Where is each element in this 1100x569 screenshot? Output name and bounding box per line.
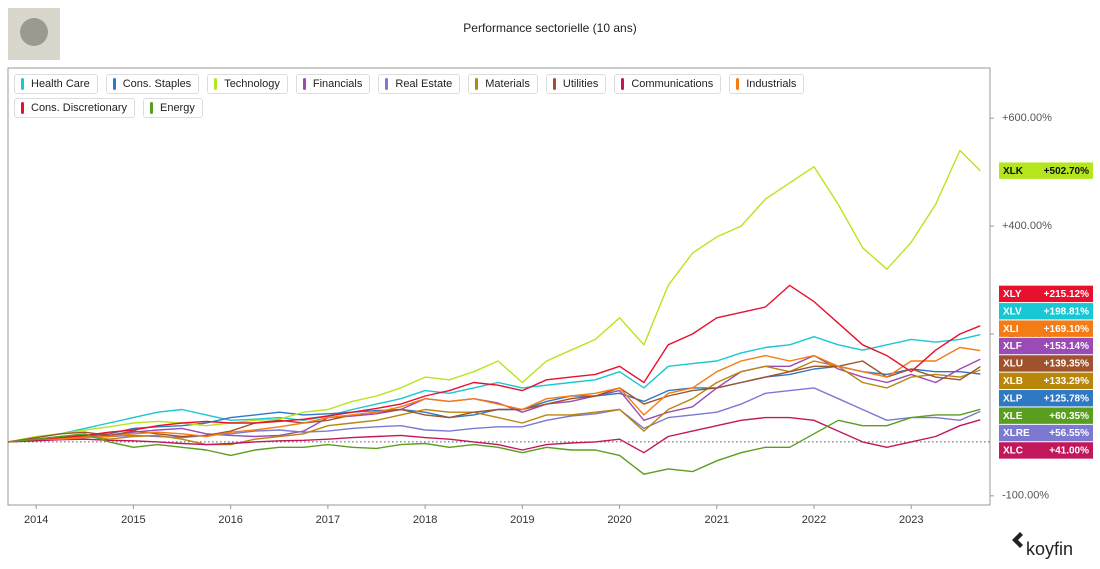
end-label [999,337,1093,355]
legend-swatch [21,102,24,114]
end-label [999,442,1093,459]
legend-label: Utilities [562,78,599,90]
x-tick-label: 2018 [413,514,437,526]
x-tick-label: 2019 [510,514,534,526]
series-line [7,416,981,454]
avatar-face [20,18,48,46]
end-label-value: +153.14% [1044,341,1089,352]
series-line [7,360,981,443]
end-label-ticker: XLV [1003,306,1022,317]
legend-label: Technology [224,78,280,90]
end-label-ticker: XLP [1003,393,1023,404]
legend-label: Industrials [746,78,797,90]
end-label-value: +169.10% [1044,324,1089,335]
end-label-value: +60.35% [1049,411,1089,422]
x-tick-label: 2021 [705,514,729,526]
end-label-ticker: XLU [1003,359,1023,370]
legend-swatch [112,78,116,90]
end-label-value: +125.78% [1044,393,1089,404]
legend-item[interactable]: Industrials [729,74,805,94]
legend-label: Materials [485,78,530,90]
x-tick-label: 2023 [899,514,923,526]
legend-item[interactable]: Cons. Staples [105,74,200,94]
brand: koyfin [1026,539,1073,559]
end-label-value: +215.12% [1044,289,1089,300]
legend-swatch [385,78,389,90]
legend-item[interactable]: Real Estate [378,74,461,94]
legend-swatch [621,78,625,90]
end-label-ticker: XLI [1003,324,1019,335]
legend-swatch [736,78,740,90]
legend-item[interactable]: Materials [468,74,538,94]
y-tick-label: +400.00% [1002,220,1052,232]
legend-swatch [475,78,479,90]
legend-item[interactable]: Technology [207,74,288,94]
end-label-ticker: XLE [1003,411,1023,422]
end-label-ticker: XLRE [1003,428,1030,439]
end-label-ticker: XLC [1003,446,1023,457]
x-tick-label: 2016 [218,514,242,526]
y-tick-label: -100.00% [1002,490,1049,502]
end-label-value: +502.70% [1044,166,1089,177]
legend: Health Care Cons. Staples Technology Financ… [14,74,884,118]
legend-item[interactable]: Utilities [545,74,607,94]
end-label-value: +133.29% [1044,376,1089,387]
legend-swatch [21,78,24,90]
series-line [7,149,981,443]
end-label-value: +139.35% [1044,359,1089,370]
end-label-value: +41.00% [1049,446,1089,457]
end-label [999,303,1093,320]
end-label-ticker: XLK [1003,166,1024,177]
end-label-ticker: XLF [1003,341,1022,352]
end-label [999,285,1093,303]
plot-frame [7,67,991,506]
legend-item[interactable]: Cons. Discretionary [14,98,135,118]
legend-label: Health Care [31,78,90,90]
end-label-value: +198.81% [1044,306,1089,317]
y-tick-label: +600.00% [1002,112,1052,124]
x-tick-label: 2014 [24,514,48,526]
series-line [7,333,981,443]
x-tick-label: 2020 [607,514,631,526]
end-label [999,407,1093,424]
end-label [999,390,1093,407]
brand-icon [1012,532,1023,548]
end-label [999,372,1093,390]
legend-label: Financials [312,78,363,90]
series-line [7,354,981,443]
legend-item[interactable]: Energy [142,98,203,118]
series-line [7,284,981,443]
legend-swatch [302,78,306,90]
legend-swatch [149,102,153,114]
x-tick-label: 2015 [121,514,145,526]
legend-label: Cons. Discretionary [31,102,127,114]
legend-swatch [552,78,556,90]
end-label [999,320,1093,337]
end-label [999,424,1093,442]
end-label-value: +56.55% [1049,428,1089,439]
chart-title: Performance sectorielle (10 ans) [463,21,636,35]
legend-item[interactable]: Communications [614,74,722,94]
series-line [7,360,981,446]
series-line [7,408,981,475]
end-label-ticker: XLY [1003,289,1022,300]
legend-swatch [214,78,218,90]
end-label [999,355,1093,372]
x-tick-label: 2022 [802,514,826,526]
end-label [999,162,1093,179]
legend-item[interactable]: Financials [295,74,371,94]
legend-label: Energy [159,102,195,114]
legend-label: Real Estate [395,78,453,90]
x-tick-label: 2017 [316,514,340,526]
end-label-ticker: XLB [1003,376,1023,387]
legend-label: Communications [631,78,714,90]
series-line [7,346,981,443]
legend-item[interactable]: Health Care [14,74,98,94]
legend-label: Cons. Staples [122,78,192,90]
